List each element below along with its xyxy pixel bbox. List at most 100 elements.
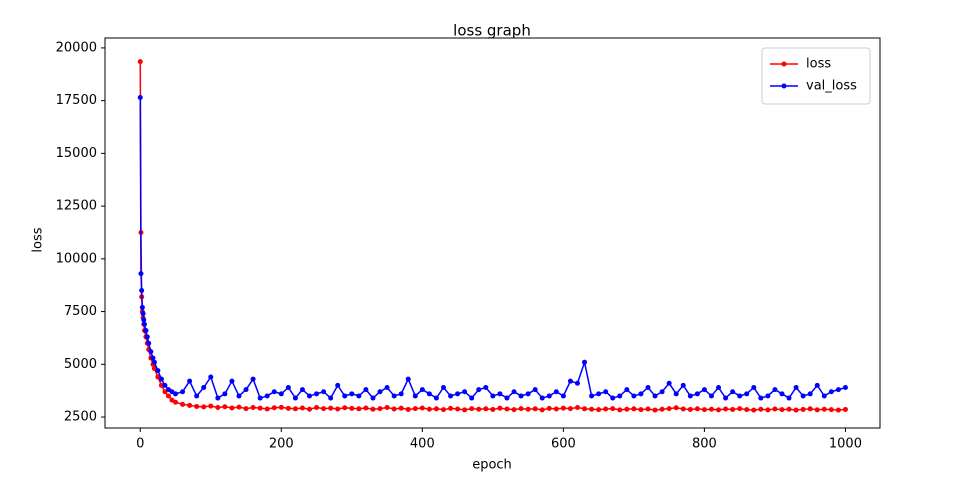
point <box>673 405 679 411</box>
y-tick-label: 17500 <box>56 93 97 108</box>
point <box>356 406 362 412</box>
point <box>419 405 425 411</box>
legend-label: val_loss <box>806 79 857 94</box>
point <box>694 391 700 397</box>
point <box>194 403 200 409</box>
point <box>363 405 369 411</box>
point <box>148 349 154 355</box>
point <box>328 395 334 401</box>
point <box>532 406 538 412</box>
y-axis-label: loss <box>31 227 46 252</box>
point <box>433 406 439 412</box>
point <box>321 389 327 395</box>
point <box>236 393 242 399</box>
point <box>511 407 517 413</box>
point <box>504 395 510 401</box>
point <box>842 385 848 391</box>
point <box>391 393 397 399</box>
point <box>821 393 827 399</box>
x-tick-label: 0 <box>136 437 144 452</box>
point <box>793 407 799 413</box>
point <box>546 405 552 411</box>
point <box>624 387 630 393</box>
point <box>574 380 580 386</box>
point <box>751 385 757 391</box>
point <box>292 395 298 401</box>
point <box>708 406 714 412</box>
point <box>222 404 228 410</box>
point <box>680 382 686 388</box>
point <box>652 407 658 413</box>
point <box>716 385 722 391</box>
point <box>716 407 722 413</box>
point <box>751 407 757 413</box>
point <box>215 405 221 411</box>
point <box>835 387 841 393</box>
point <box>483 406 489 412</box>
series <box>137 59 848 413</box>
point <box>173 399 179 405</box>
point <box>603 406 609 412</box>
point <box>800 393 806 399</box>
y-tick-label: 7500 <box>64 304 97 319</box>
point <box>518 406 524 412</box>
point <box>631 393 637 399</box>
point <box>842 406 848 412</box>
point <box>730 389 736 395</box>
point <box>377 389 383 395</box>
point <box>624 406 630 412</box>
point <box>146 340 152 346</box>
point <box>560 405 566 411</box>
point <box>610 395 616 401</box>
point <box>582 406 588 412</box>
point <box>779 407 785 413</box>
point <box>448 393 454 399</box>
point <box>469 406 475 412</box>
point <box>476 387 482 393</box>
point <box>243 406 249 412</box>
point <box>765 407 771 413</box>
point <box>687 393 693 399</box>
point <box>730 406 736 412</box>
point <box>151 359 157 365</box>
point <box>257 405 263 411</box>
point <box>405 406 411 412</box>
series-line <box>139 61 846 411</box>
point <box>758 406 764 412</box>
point <box>137 94 143 100</box>
point <box>257 395 263 401</box>
point <box>158 376 164 382</box>
point <box>744 407 750 413</box>
point <box>292 406 298 412</box>
x-tick-label: 1000 <box>829 437 862 452</box>
point <box>144 334 150 340</box>
point <box>299 405 305 411</box>
point <box>384 385 390 391</box>
point <box>285 385 291 391</box>
point <box>596 407 602 413</box>
point <box>786 395 792 401</box>
point <box>497 391 503 397</box>
series <box>137 94 848 401</box>
point <box>187 378 193 384</box>
point <box>701 407 707 413</box>
point <box>567 406 573 412</box>
point <box>772 387 778 393</box>
point <box>645 406 651 412</box>
point <box>138 271 144 277</box>
point <box>264 406 270 412</box>
point <box>539 407 545 413</box>
point <box>497 405 503 411</box>
point <box>807 406 813 412</box>
point <box>314 405 320 411</box>
point <box>271 405 277 411</box>
point <box>567 378 573 384</box>
point <box>828 389 834 395</box>
y-tick-label: 15000 <box>56 146 97 161</box>
point <box>765 393 771 399</box>
point <box>490 393 496 399</box>
point <box>278 404 284 410</box>
point <box>631 406 637 412</box>
point <box>758 395 764 401</box>
